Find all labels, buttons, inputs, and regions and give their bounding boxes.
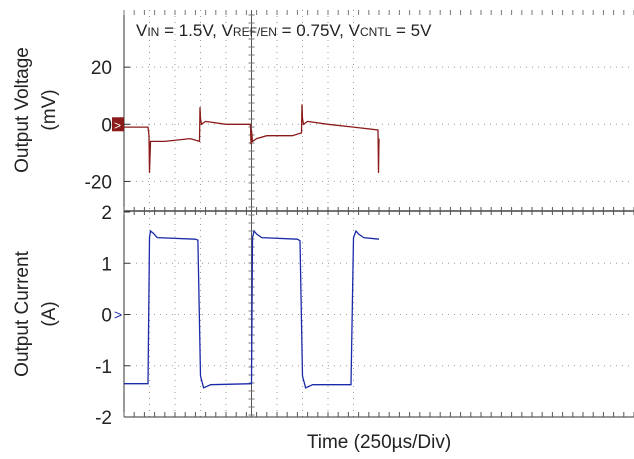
vin-value: = 1.5V, <box>159 21 221 40</box>
vref-value: = 0.75V, <box>277 21 349 40</box>
voltage-ytick-label: -20 <box>85 172 112 193</box>
current-ytick-label: -2 <box>95 408 112 429</box>
vcntl-value: = 5V <box>391 21 432 40</box>
current-tick-labels: 2 1 0 -1 -2 <box>95 203 112 429</box>
vref-subscript: REF/EN <box>233 25 277 39</box>
current-ytick-label: 0 <box>101 306 112 327</box>
vin-symbol: V <box>136 21 148 40</box>
vcntl-subscript: CNTL <box>360 25 392 39</box>
current-ylabel-line2: (A) <box>39 301 60 326</box>
voltage-ylabel-line1: Output Voltage <box>12 47 33 173</box>
voltage-trace-line <box>124 104 380 173</box>
vref-symbol: V <box>222 21 234 40</box>
voltage-grid <box>124 10 634 210</box>
current-ylabel-line1: Output Current <box>12 250 33 376</box>
voltage-tick-labels: 20 0 -20 <box>85 58 112 193</box>
voltage-ytick-label: 20 <box>91 58 112 79</box>
vin-subscript: IN <box>147 25 159 39</box>
current-trace-line <box>124 229 380 389</box>
voltage-ytick-label: 0 <box>101 115 112 136</box>
voltage-ground-marker <box>112 117 124 132</box>
conditions-annotation: VIN = 1.5V, VREF/EN = 0.75V, VCNTL = 5V <box>136 21 432 40</box>
vcntl-symbol: V <box>349 21 361 40</box>
voltage-trace-group: > <box>112 104 380 173</box>
current-trace-group: > <box>114 229 380 389</box>
current-ytick-label: -1 <box>95 357 112 378</box>
voltage-ground-arrow: > <box>114 118 121 132</box>
current-ground-marker: > <box>114 307 122 323</box>
voltage-plot-area <box>124 10 634 210</box>
current-ytick-label: 2 <box>101 203 112 224</box>
voltage-ylabel-line2: (mV) <box>39 89 60 130</box>
x-axis-label: Time (250µs/Div) <box>307 432 451 453</box>
current-ytick-label: 1 <box>101 254 112 275</box>
